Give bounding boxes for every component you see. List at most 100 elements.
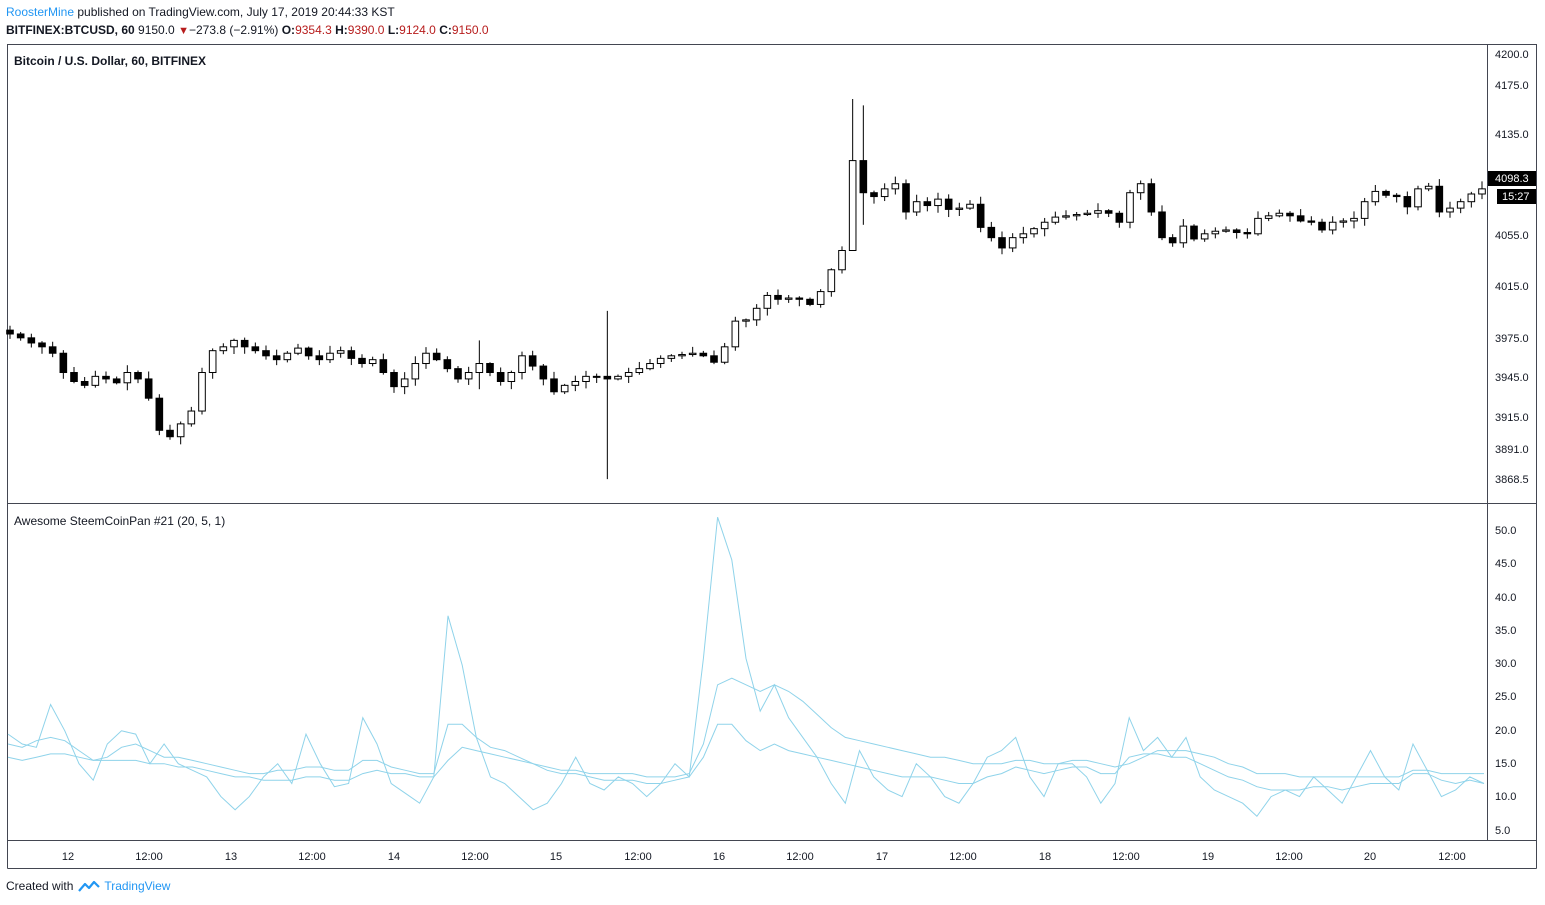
time-tick: 18 [1039,851,1051,863]
tradingview-brand[interactable]: TradingView [104,879,171,893]
candle-down [486,363,494,374]
candle-down [976,203,985,228]
indicator-tick: 25.0 [1495,691,1516,703]
candle-down [240,339,249,348]
candle-up [784,297,793,300]
candle-down [304,347,313,357]
candle-down [902,183,910,213]
price-tick: 3975.0 [1495,333,1529,345]
candle-up [1094,210,1102,214]
candle-down [1382,190,1390,196]
candle-up [198,372,206,412]
author-link[interactable]: RoosterMine [6,5,75,19]
high-label: H: [335,23,348,37]
candle-up [582,375,590,382]
indicator-tick: 40.0 [1495,592,1516,604]
candle-up [1328,221,1337,231]
indicator-tick: 5.0 [1495,825,1510,837]
candle-down [806,298,814,305]
candle-down [603,375,612,380]
candle-up [934,198,942,207]
candle-up [1350,217,1358,222]
candle-up [624,372,633,377]
price-tick: 4015.0 [1495,281,1529,293]
candle-up [1360,201,1369,219]
last-price-marker: 4098.3 15:27 [1488,171,1536,204]
price-tick: 4055.0 [1495,230,1529,242]
candle-up [912,201,921,213]
price-change: −273.8 (−2.91%) [188,23,279,37]
candle-up [891,183,900,190]
candle-up [518,355,526,374]
published-text: published on TradingView.com, July 17, 2… [74,5,395,19]
price-tick: 4200.0 [1495,49,1529,61]
candle-up [1062,215,1070,218]
candle-down [923,201,932,207]
indicator-line-3 [7,677,1484,781]
candle-up [1371,190,1380,203]
candle-up [219,346,228,352]
time-tick: 12:00 [786,851,814,863]
candle-up [1051,216,1060,223]
open-value: 9354.3 [295,23,332,37]
time-tick: 16 [713,851,725,863]
footer: Created with TradingView [6,879,170,893]
candle-up [1478,188,1486,195]
price-pane-title: Bitcoin / U.S. Dollar, 60, BITFINEX [14,54,206,68]
candle-up [763,294,772,309]
candle-up [880,188,889,198]
candlestick-series [6,98,1486,480]
candle-up [1040,221,1049,230]
candle-down [710,355,718,363]
candle-up [1008,237,1017,249]
time-tick: 12:00 [1438,851,1466,863]
candle-up [176,423,185,438]
last-price: 9150.0 [138,23,175,37]
candle-up [1072,214,1081,217]
candle-down [166,429,174,438]
candle-up [368,359,377,365]
candle-up [816,291,825,305]
candle-up [646,363,654,370]
candle-down [390,372,398,388]
candle-down [70,372,78,382]
candle-up [1019,233,1028,239]
price-tick: 3945.0 [1495,372,1529,384]
low-label: L: [387,23,400,37]
publish-info: RoosterMine published on TradingView.com… [6,5,395,19]
candle-down [859,160,868,194]
candle-down [944,198,953,210]
open-label: O: [281,23,296,37]
price-tick: 3915.0 [1495,412,1529,424]
price-axis-ticks: 4200.0 4175.0 4135.0 4055.0 4015.0 3975.… [1495,49,1529,486]
time-tick: 17 [876,851,888,863]
candle-down [496,372,505,382]
candle-down [1403,196,1412,208]
candle-down [1168,237,1177,244]
candle-up [678,354,686,357]
candle-down [1307,220,1316,223]
time-tick: 12:00 [949,851,977,863]
candle-up [1446,207,1454,213]
price-tick: 4135.0 [1495,129,1529,141]
candle-up [326,352,334,361]
candle-up [1126,192,1134,223]
time-tick: 12:00 [298,851,326,863]
candle-down [998,237,1006,249]
candle-up [614,375,622,380]
candle-down [454,368,462,380]
symbol-label: BITFINEX:BTCUSD, 60 [6,23,135,37]
price-tick: 3891.0 [1495,444,1529,456]
tradingview-logo-icon[interactable] [78,880,101,892]
candle-up [838,249,846,271]
time-tick: 15 [550,851,562,863]
candle-up [1136,183,1145,194]
candle-up [1467,193,1476,203]
candle-down [1243,232,1252,235]
indicator-tick: 10.0 [1495,791,1516,803]
candle-up [1254,217,1262,235]
time-tick: 12:00 [1275,851,1303,863]
time-tick: 14 [388,851,400,863]
candle-down [262,350,270,357]
